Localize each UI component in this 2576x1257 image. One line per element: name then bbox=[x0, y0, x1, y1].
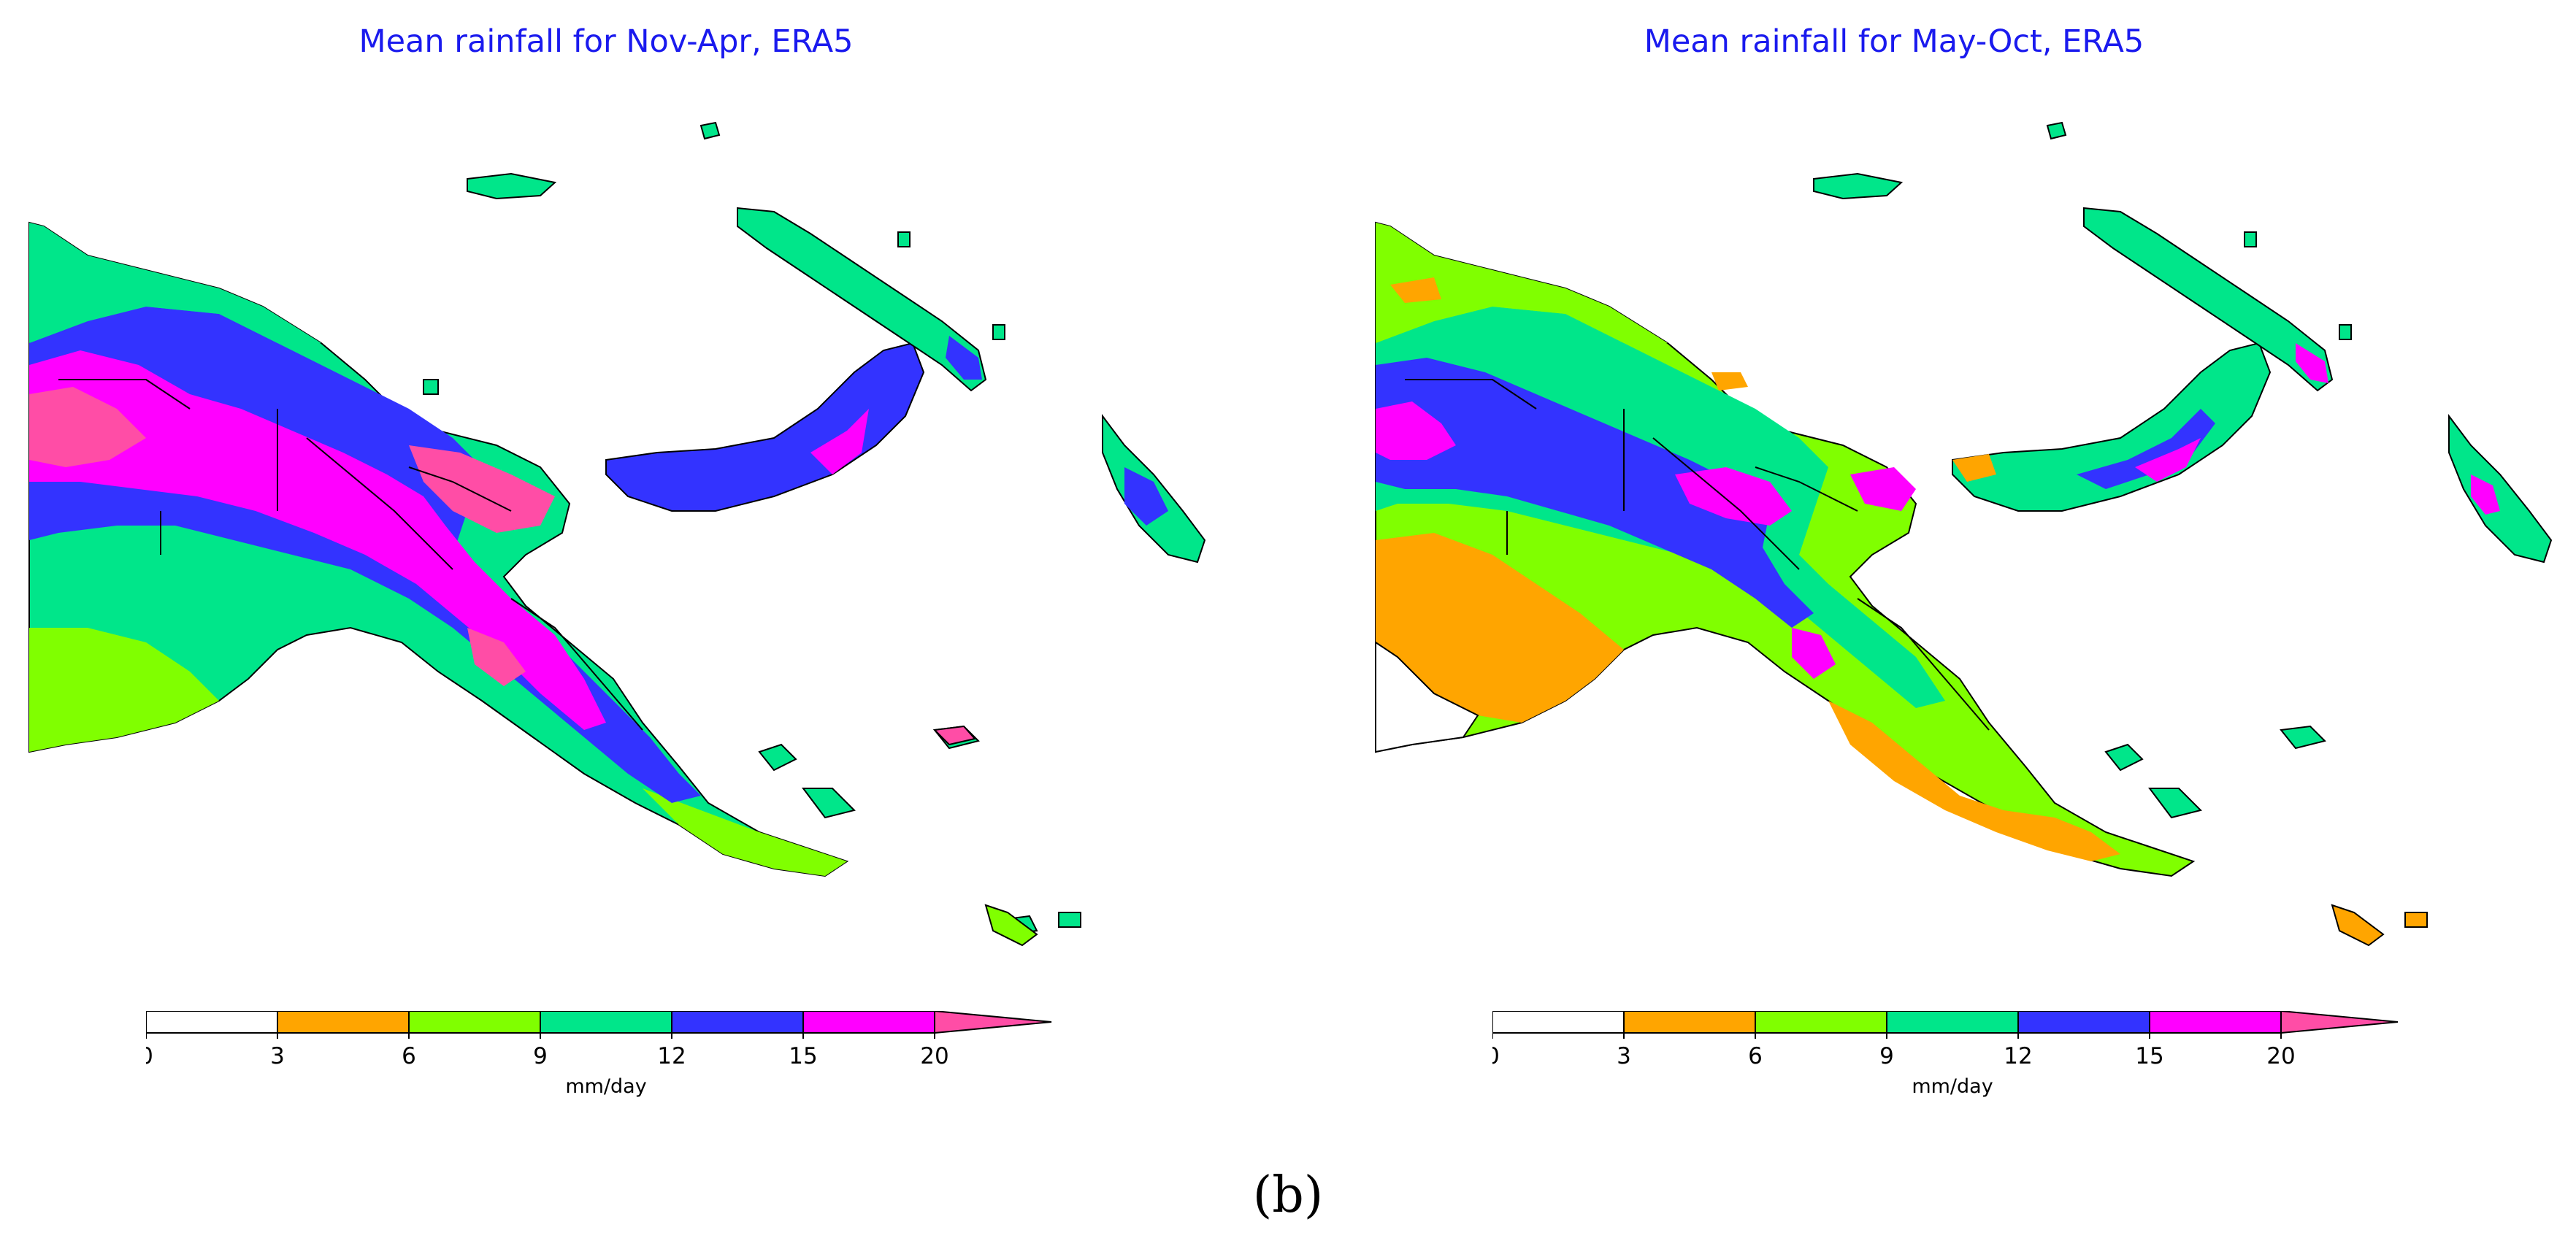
panel-may-oct: Mean rainfall for May-Oct, ERA5 bbox=[1288, 0, 2576, 1124]
manus-island bbox=[467, 172, 557, 200]
east-tip-islands bbox=[984, 904, 1038, 947]
province-boundaries bbox=[1405, 379, 1990, 731]
lowland-zone bbox=[29, 628, 219, 752]
new-britain-peak bbox=[2077, 409, 2215, 489]
cbar-unit-label: mm/day bbox=[1912, 1075, 1993, 1098]
new-britain-dry-west bbox=[1952, 454, 1996, 482]
province-boundaries bbox=[58, 379, 643, 731]
bougainville-island bbox=[2448, 414, 2553, 564]
peak-zone bbox=[1376, 358, 1814, 628]
cbar-tick-label: 15 bbox=[789, 1043, 817, 1069]
extreme-zone bbox=[29, 387, 555, 686]
cbar-extend-arrow bbox=[934, 1011, 1052, 1034]
cbar-ticks bbox=[1492, 1033, 2282, 1039]
colorbar-nov-apr: 0 3 6 9 12 15 20 mm/day bbox=[146, 1011, 1052, 1098]
north-coast-zone bbox=[29, 223, 321, 343]
cbar-bin-2 bbox=[408, 1011, 541, 1034]
cbar-bin-5 bbox=[802, 1011, 935, 1034]
cbar-tick-label: 20 bbox=[920, 1043, 948, 1069]
cbar-tick-label: 12 bbox=[2004, 1043, 2032, 1069]
rainfall-map-nov-apr bbox=[28, 121, 1206, 947]
small-islands bbox=[2046, 121, 2428, 928]
north-coast-zone bbox=[1376, 223, 1668, 343]
cbar-bin-1 bbox=[277, 1011, 410, 1034]
new-britain-island bbox=[1952, 342, 2272, 512]
cbar-tick-label: 15 bbox=[2135, 1043, 2163, 1069]
new-ireland-island bbox=[737, 207, 987, 392]
cbar-extend-arrow bbox=[2280, 1011, 2399, 1034]
cbar-tick-label: 3 bbox=[270, 1043, 285, 1069]
cbar-unit-label: mm/day bbox=[565, 1075, 646, 1098]
new-ireland-island bbox=[2083, 207, 2334, 392]
cbar-bin-0 bbox=[1492, 1011, 1625, 1034]
rainfall-map-may-oct bbox=[1375, 121, 2553, 947]
dry-zone-west bbox=[1376, 533, 1624, 723]
manus-island bbox=[1813, 172, 1904, 200]
cbar-tick-label: 0 bbox=[1492, 1043, 1500, 1069]
south-coast-zone bbox=[643, 788, 847, 876]
dry-white-corner bbox=[1375, 641, 1479, 753]
extreme-zone bbox=[1376, 401, 1916, 679]
cbar-tick-label: 0 bbox=[146, 1043, 153, 1069]
panel-title: Mean rainfall for May-Oct, ERA5 bbox=[1644, 23, 2144, 60]
new-ireland-peak bbox=[2296, 343, 2328, 383]
cbar-ticks bbox=[146, 1033, 935, 1039]
new-ireland-peak bbox=[946, 336, 982, 380]
cbar-tick-label: 6 bbox=[402, 1043, 416, 1069]
cbar-tick-label: 9 bbox=[1879, 1043, 1894, 1069]
dry-zone-south-coast bbox=[1828, 701, 2120, 861]
cbar-tick-label: 12 bbox=[657, 1043, 686, 1069]
figure-sub-label: (b) bbox=[1252, 1166, 1324, 1224]
cbar-bin-4 bbox=[2017, 1011, 2150, 1034]
colorbar-may-oct: 0 3 6 9 12 15 20 mm/day bbox=[1492, 1011, 2399, 1098]
cbar-bin-1 bbox=[1623, 1011, 1756, 1034]
small-islands bbox=[423, 121, 1081, 936]
cbar-tick-label: 20 bbox=[2266, 1043, 2295, 1069]
cbar-bin-0 bbox=[146, 1011, 278, 1034]
new-britain-extreme bbox=[2135, 438, 2201, 482]
cbar-bin-5 bbox=[2149, 1011, 2282, 1034]
peak-zone bbox=[29, 350, 606, 730]
trobriand-islands bbox=[932, 725, 976, 746]
cbar-tick-label: 6 bbox=[1748, 1043, 1763, 1069]
bougainville-peak bbox=[1124, 467, 1168, 526]
cbar-tick-label: 3 bbox=[1617, 1043, 1631, 1069]
panel-title: Mean rainfall for Nov-Apr, ERA5 bbox=[359, 23, 854, 60]
new-britain-peak bbox=[810, 409, 869, 474]
cbar-bin-2 bbox=[1755, 1011, 1887, 1034]
cbar-bin-3 bbox=[1886, 1011, 2019, 1034]
new-britain-island bbox=[605, 342, 925, 512]
cbar-tick-label: 9 bbox=[533, 1043, 548, 1069]
east-tip-islands bbox=[2331, 904, 2428, 947]
sepik-dry-spots bbox=[1390, 277, 1748, 391]
panel-nov-apr: Mean rainfall for Nov-Apr, ERA5 bbox=[0, 0, 1288, 1124]
cbar-bin-3 bbox=[540, 1011, 672, 1034]
cbar-bin-4 bbox=[671, 1011, 804, 1034]
bougainville-peak bbox=[2471, 474, 2500, 515]
